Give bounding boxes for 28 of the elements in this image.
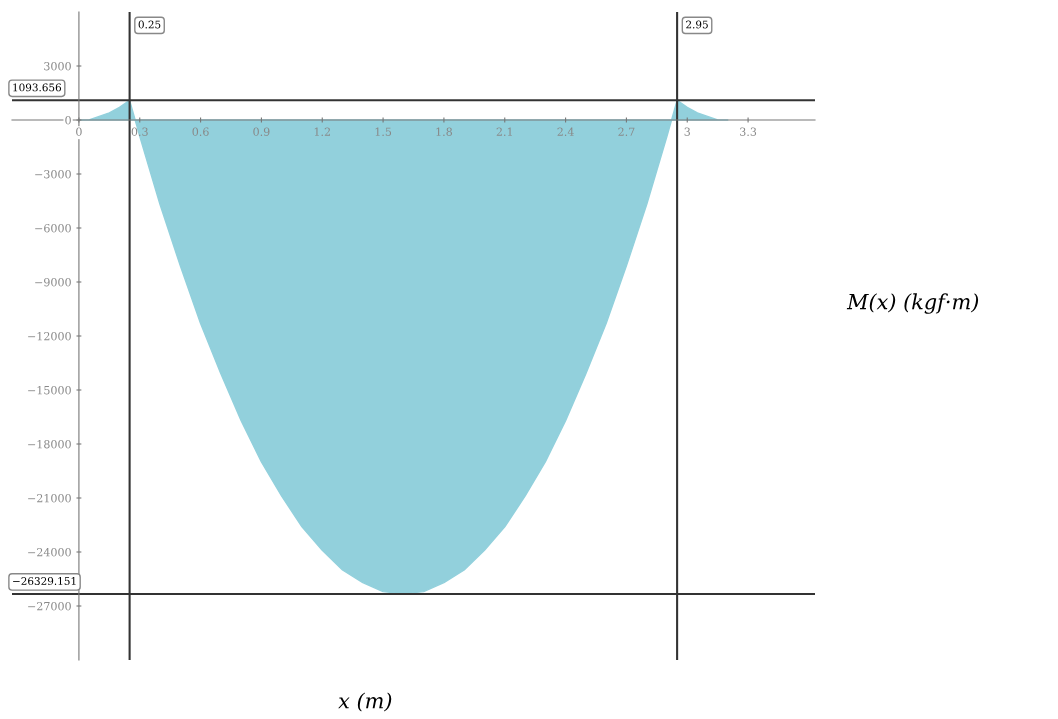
ref-line-label: −26329.151 [13,577,76,585]
x-tick-label: 2.4 [557,127,574,136]
y-tick-label: −18000 [28,439,71,449]
ref-line-label: 2.95 [686,20,708,29]
y-tick-label: 3000 [44,61,71,71]
x-axis-title: x (m) [338,692,392,712]
y-tick-label: −24000 [28,547,71,557]
x-tick-label: 0.9 [253,127,270,136]
y-tick-label: −12000 [28,331,71,341]
y-tick-label: −15000 [28,385,71,395]
x-tick-label: 3.3 [740,127,757,136]
x-tick-label: 3 [684,127,690,136]
y-tick-label: −27000 [28,601,71,611]
x-tick-label: 0 [76,127,82,136]
x-tick-label: 0.6 [192,127,209,136]
y-tick-label: −9000 [35,277,71,287]
y-tick-label: −6000 [35,223,71,233]
x-tick-label: 2.7 [618,127,635,136]
x-tick-label: 1.5 [375,127,392,136]
y-axis-title: M(x) (kgf·m) [846,293,979,314]
y-tick-label: −21000 [28,493,71,503]
x-tick-label: 1.2 [314,127,330,136]
y-tick-label: −3000 [35,169,71,179]
x-tick-label: 2.1 [496,127,513,136]
ref-line-label: 0.25 [138,20,161,29]
x-tick-label: 1.8 [436,127,452,136]
y-tick-label: 0 [65,115,71,125]
ref-line-label: 1093.656 [13,83,62,92]
